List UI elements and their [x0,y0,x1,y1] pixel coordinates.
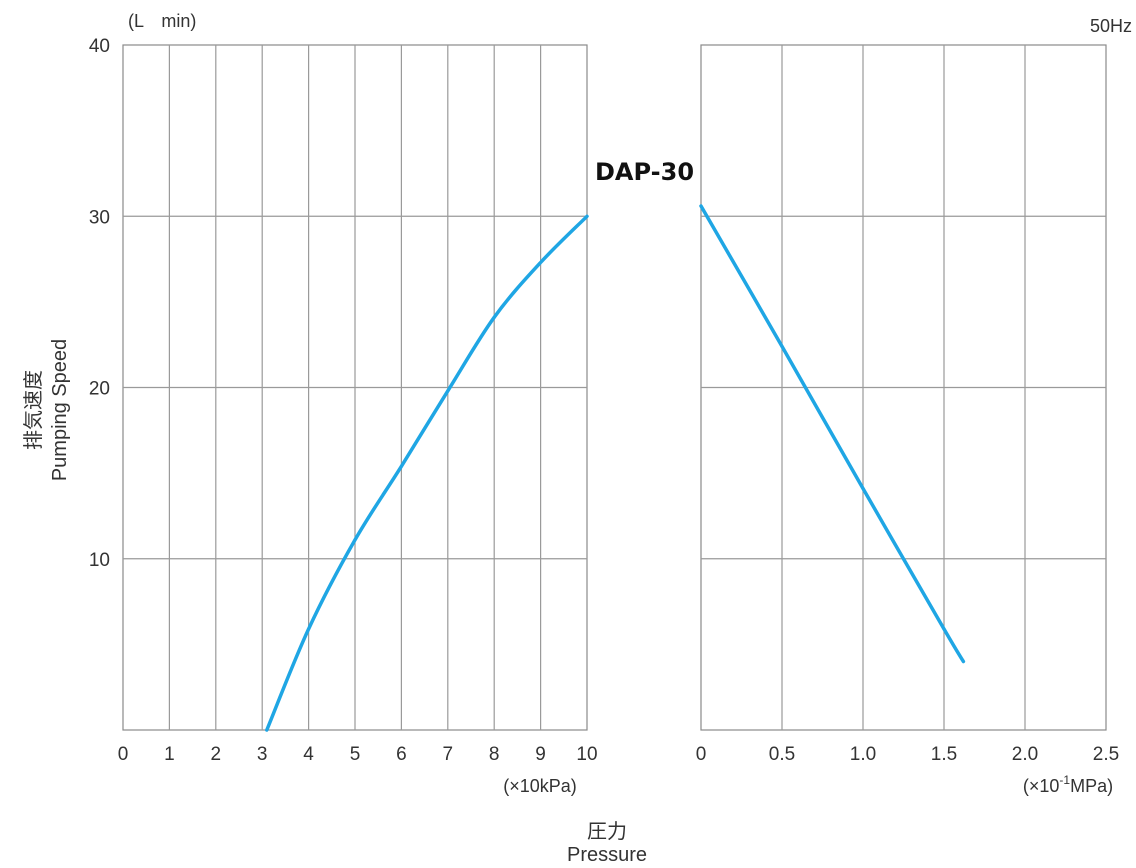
vacuum-x-tick-label-7: 7 [443,744,454,765]
y-tick-label-1: 20 [89,379,110,400]
right-x-unit: (×10-1MPa) [1023,773,1113,796]
pressure-x-tick-label-1: 0.5 [769,744,795,765]
y-axis-title-en: Pumping Speed [49,339,71,481]
x-axis-title-en: Pressure [567,844,647,866]
vacuum-x-tick-label-3: 3 [257,744,268,765]
vacuum-x-tick-label-4: 4 [303,744,314,765]
y-tick-label-2: 30 [89,207,110,228]
tick-layer: 0 1 2 3 4 5 6 7 8 9 10 0 0.5 1.0 1.5 2.0 2.5 10 20 30 40 [89,36,1119,765]
right-x-unit-tail: MPa) [1070,776,1113,796]
pressure-x-tick-label-4: 2.0 [1012,744,1038,765]
left-x-unit: (×10kPa) [503,776,577,796]
y-tick-label-0: 10 [89,550,110,571]
right-x-unit-main: (×10 [1023,776,1060,796]
pressure-x-tick-label-3: 1.5 [931,744,957,765]
pressure-x-tick-label-5: 2.5 [1093,744,1119,765]
right-x-unit-sup: -1 [1059,773,1070,787]
x-axis-title-ja: 圧力 [587,820,627,843]
vacuum-pumping-speed-curve [265,214,589,732]
vacuum-x-tick-label-2: 2 [211,744,222,765]
y-unit-label: (L min) [128,11,196,31]
model-label: DAP-30 [595,158,694,186]
curve-layer [265,204,966,732]
frequency-label: 50Hz [1090,16,1132,36]
y-tick-label-3: 40 [89,36,110,57]
vacuum-x-tick-label-5: 5 [350,744,361,765]
grid-layer [122,44,1107,731]
vacuum-x-tick-label-9: 9 [535,744,546,765]
vacuum-x-tick-label-10: 10 [576,744,597,765]
vacuum-x-tick-label-8: 8 [489,744,500,765]
vacuum-x-tick-label-0: 0 [118,744,129,765]
pressure-x-tick-label-2: 1.0 [850,744,876,765]
vacuum-x-tick-label-6: 6 [396,744,407,765]
vacuum-x-tick-label-1: 1 [164,744,175,765]
pressure-pumping-speed-curve [699,204,966,664]
pressure-x-tick-label-0: 0 [696,744,707,765]
y-axis-title-ja: 排気速度 [22,370,45,450]
